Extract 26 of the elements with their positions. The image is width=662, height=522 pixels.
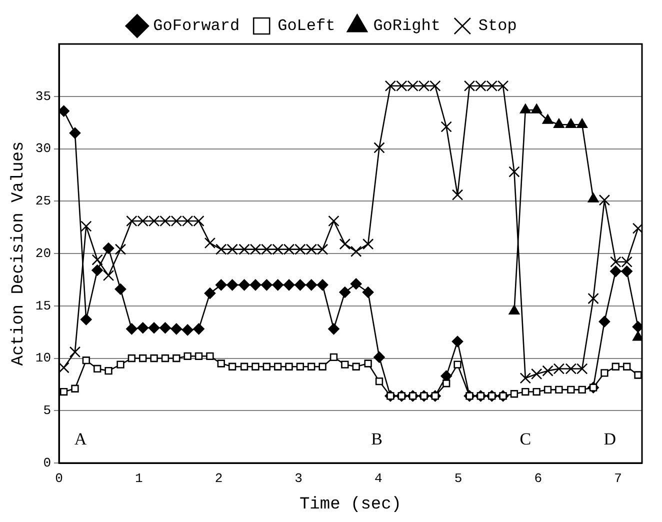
legend-label: Stop [478, 17, 517, 36]
annotation: D [604, 429, 616, 448]
legend-label: GoRight [373, 17, 440, 36]
x-axis-title: Time (sec) [299, 495, 402, 514]
y-tick-label: 35 [35, 88, 52, 104]
annotation: C [520, 429, 532, 448]
y-tick-label: 20 [35, 246, 52, 261]
x-tick-label: 0 [55, 471, 63, 486]
annotation: B [371, 429, 382, 448]
x-tick-label: 5 [454, 471, 462, 486]
y-tick-label: 5 [43, 403, 52, 418]
x-tick-label: 4 [374, 471, 383, 486]
annotation: A [74, 429, 88, 448]
y-tick-label: 30 [35, 141, 52, 156]
y-tick-label: 10 [35, 350, 52, 366]
y-tick-label: 15 [35, 298, 52, 314]
x-tick-label: 7 [614, 471, 622, 486]
y-tick-label: 0 [43, 455, 52, 470]
y-tick-label: 25 [35, 194, 52, 209]
x-tick-label: 1 [134, 471, 143, 486]
legend-label: GoForward [153, 17, 240, 36]
legend-label: GoLeft [278, 17, 336, 36]
x-tick-label: 2 [214, 471, 223, 486]
x-tick-label: 3 [294, 471, 302, 486]
x-tick-label: 6 [534, 471, 542, 486]
y-axis-title: Action Decision Values [10, 141, 29, 366]
